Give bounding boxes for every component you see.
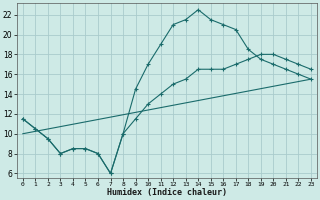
- X-axis label: Humidex (Indice chaleur): Humidex (Indice chaleur): [107, 188, 227, 197]
